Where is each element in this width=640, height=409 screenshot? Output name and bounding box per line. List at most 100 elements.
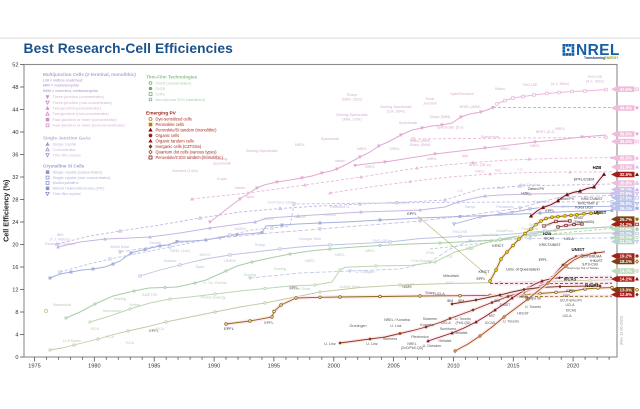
svg-text:Transforming: Transforming <box>584 56 605 60</box>
svg-text:Single crystal (concentrator): Single crystal (concentrator) <box>53 169 103 174</box>
svg-text:ENERGY: ENERGY <box>605 56 620 60</box>
svg-text:(Rev. 12-06-2022): (Rev. 12-06-2022) <box>620 316 624 345</box>
svg-text:14.2%: 14.2% <box>620 277 633 282</box>
svg-text:Emerging PV: Emerging PV <box>146 111 177 117</box>
svg-text:UCLA: UCLA <box>441 321 451 325</box>
svg-text:2020: 2020 <box>567 364 579 370</box>
svg-text:12.6%: 12.6% <box>620 292 633 297</box>
svg-text:NREL: NREL <box>427 157 437 161</box>
svg-text:Alta: Alta <box>497 186 504 190</box>
svg-text:1980: 1980 <box>88 364 100 370</box>
svg-text:IBM: IBM <box>458 299 464 303</box>
svg-text:35.5%: 35.5% <box>620 156 633 161</box>
svg-text:Solarex: Solarex <box>164 259 177 263</box>
svg-text:Thin-film crystal: Thin-film crystal <box>53 152 81 157</box>
svg-text:2000: 2000 <box>328 364 340 370</box>
svg-text:28: 28 <box>12 197 18 203</box>
svg-text:Spectrolab: Spectrolab <box>399 121 417 125</box>
svg-text:Sharp: Sharp <box>347 93 357 97</box>
svg-text:12: 12 <box>12 287 18 293</box>
svg-text:U. Toronto: U. Toronto <box>455 317 471 321</box>
svg-text:UNIST: UNIST <box>594 210 607 215</box>
svg-text:NREL: NREL <box>519 295 529 299</box>
svg-text:Univ. of Queensland: Univ. of Queensland <box>506 268 539 272</box>
svg-text:26.8%: 26.8% <box>620 201 633 206</box>
svg-text:Oxford PV: Oxford PV <box>558 197 575 201</box>
svg-text:KRICT: KRICT <box>492 244 504 248</box>
svg-text:Phillips 66: Phillips 66 <box>525 297 541 301</box>
svg-text:FhG-ISE: FhG-ISE <box>453 230 468 234</box>
svg-text:CIGS (concentrator): CIGS (concentrator) <box>156 80 192 85</box>
svg-text:SJTU-CSU: SJTU-CSU <box>582 263 598 267</box>
svg-text:Spectrolab: Spectrolab <box>321 137 339 141</box>
svg-text:(PbS-QD): (PbS-QD) <box>456 321 471 325</box>
svg-text:25.7%: 25.7% <box>620 217 633 222</box>
svg-text:NREL: NREL <box>576 42 620 59</box>
svg-text:ZSW: ZSW <box>426 251 435 255</box>
svg-text:Sumitomo: Sumitomo <box>440 327 456 331</box>
svg-text:(IMM, 302x): (IMM, 302x) <box>342 98 363 102</box>
svg-text:FhG-ISE: FhG-ISE <box>523 83 538 87</box>
svg-text:30.8%: 30.8% <box>620 181 633 186</box>
svg-text:2005: 2005 <box>387 364 399 370</box>
svg-text:32.9%: 32.9% <box>620 165 633 170</box>
svg-text:Thin-Film Technologies: Thin-Film Technologies <box>146 75 198 80</box>
svg-text:Junction: Junction <box>423 102 437 106</box>
svg-text:48: 48 <box>12 85 18 91</box>
svg-text:Kodak: Kodak <box>130 303 141 307</box>
svg-text:44: 44 <box>12 107 18 113</box>
svg-text:27.6%: 27.6% <box>620 195 633 200</box>
svg-text:ISCAS: ISCAS <box>544 237 555 241</box>
svg-text:United Solar: United Solar <box>290 287 312 291</box>
svg-text:Silicon heterostructures (HIT): Silicon heterostructures (HIT) <box>53 186 106 191</box>
svg-text:32: 32 <box>12 175 18 181</box>
svg-text:Heliatek: Heliatek <box>439 339 452 343</box>
svg-text:LG: LG <box>517 168 522 172</box>
svg-text:+HKUST: +HKUST <box>589 259 602 263</box>
svg-text:Crystalline Si Cells: Crystalline Si Cells <box>43 163 85 168</box>
svg-text:UCLA: UCLA <box>562 314 572 318</box>
svg-text:U. So. Florida: U. So. Florida <box>203 281 227 285</box>
svg-text:Four-junction or more (non-con: Four-junction or more (non-concentrator) <box>53 123 126 128</box>
svg-text:SunPower (96x): SunPower (96x) <box>267 201 295 205</box>
svg-text:Sharp (IMM): Sharp (IMM) <box>429 115 451 119</box>
svg-text:Konarka: Konarka <box>420 323 433 327</box>
svg-text:SCUT/eFlexPV: SCUT/eFlexPV <box>560 299 583 303</box>
svg-text:Amonix (92x): Amonix (92x) <box>387 201 410 205</box>
svg-text:Cell Efficiency (%): Cell Efficiency (%) <box>2 179 11 242</box>
svg-text:2015: 2015 <box>507 364 519 370</box>
svg-text:Korea U/col: Korea U/col <box>575 206 592 210</box>
svg-text:23.6%: 23.6% <box>620 227 633 232</box>
svg-text:U. Toronto: U. Toronto <box>503 320 519 324</box>
svg-text:1990: 1990 <box>208 364 220 370</box>
svg-text:Heliatek: Heliatek <box>455 331 468 335</box>
svg-text:0: 0 <box>15 355 18 361</box>
svg-text:Perovskite cells: Perovskite cells <box>156 122 184 127</box>
svg-text:UNIST: UNIST <box>574 216 584 220</box>
svg-text:Dye-sensitized cells: Dye-sensitized cells <box>156 116 192 121</box>
svg-text:NREL (IMM): NREL (IMM) <box>460 105 482 109</box>
svg-text:Single crystal: Single crystal <box>53 142 77 147</box>
svg-text:Sharp: Sharp <box>425 291 435 295</box>
svg-text:UCLA: UCLA <box>565 303 575 307</box>
svg-text:LG: LG <box>457 189 462 193</box>
svg-text:UNSW: UNSW <box>294 215 306 219</box>
svg-text:Spire: Spire <box>246 195 255 199</box>
svg-text:Boeing-Spectrolab: Boeing-Spectrolab <box>380 105 411 109</box>
svg-text:20: 20 <box>12 242 18 248</box>
svg-text:EPFL/CSEM: EPFL/CSEM <box>574 178 594 182</box>
svg-text:Photon Energy: Photon Energy <box>200 296 225 300</box>
svg-text:EPFL: EPFL <box>539 258 548 262</box>
svg-text:KRICT/UNIST: KRICT/UNIST <box>581 197 602 201</box>
svg-text:Boeing-Spectrolab: Boeing-Spectrolab <box>336 113 367 117</box>
svg-text:MM = metamorphic: MM = metamorphic <box>43 83 80 88</box>
svg-text:Thin-film crystal: Thin-film crystal <box>53 191 81 196</box>
svg-text:HZB: HZB <box>593 165 602 170</box>
svg-text:Perovskite/Si tandem (monolith: Perovskite/Si tandem (monolithic) <box>156 127 218 132</box>
svg-text:21.2%: 21.2% <box>620 239 633 244</box>
svg-text:FhG-ISE: FhG-ISE <box>588 75 603 79</box>
svg-text:(StanfordASU): (StanfordASU) <box>574 220 595 224</box>
svg-text:SpireSemicon: SpireSemicon <box>450 92 474 96</box>
svg-text:U. Stuttgart: U. Stuttgart <box>355 270 375 274</box>
svg-text:Matsushita: Matsushita <box>53 303 72 307</box>
